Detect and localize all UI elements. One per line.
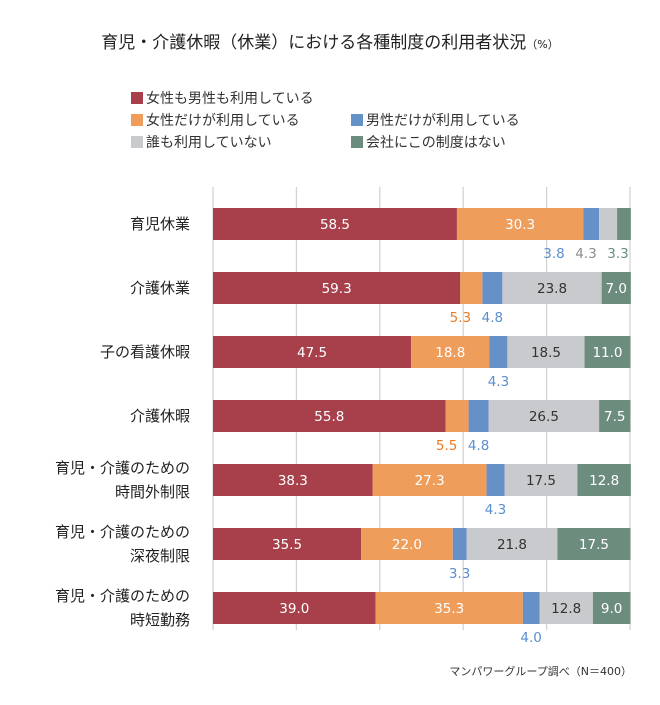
data-label: 7.5 bbox=[604, 409, 625, 425]
bar-segment bbox=[213, 528, 362, 560]
bar-segment bbox=[504, 464, 578, 496]
bar-segment bbox=[213, 208, 457, 240]
bar-segment bbox=[489, 336, 508, 368]
title-unit: （%） bbox=[526, 38, 559, 51]
bar-segment bbox=[213, 336, 412, 368]
data-label-outside: 3.8 bbox=[543, 246, 564, 262]
legend-swatch bbox=[351, 136, 363, 148]
bar-segment bbox=[577, 464, 631, 496]
legend-item: 会社にこの制度はない bbox=[351, 132, 506, 152]
data-label: 58.5 bbox=[320, 217, 350, 233]
data-label: 18.5 bbox=[531, 345, 561, 361]
category-label: 育児休業 bbox=[129, 215, 190, 233]
data-label-outside: 5.3 bbox=[450, 310, 471, 326]
data-label: 30.3 bbox=[505, 217, 535, 233]
legend-label: 男性だけが利用している bbox=[366, 113, 520, 129]
source-note: マンパワーグループ調べ（N＝400） bbox=[449, 665, 632, 678]
legend-label: 女性だけが利用している bbox=[146, 113, 300, 129]
data-label: 26.5 bbox=[529, 409, 559, 425]
bar-segment bbox=[482, 272, 503, 304]
legend-label: 誰も利用していない bbox=[146, 135, 272, 151]
data-label: 35.5 bbox=[272, 537, 302, 553]
legend-swatch bbox=[351, 114, 363, 126]
chart-title: 育児・介護休暇（休業）における各種制度の利用者状況（%） bbox=[0, 28, 660, 53]
bar-segment bbox=[361, 528, 453, 560]
legend-item: 女性も男性も利用している bbox=[131, 88, 314, 108]
bar-segment bbox=[488, 400, 600, 432]
data-label-outside: 3.3 bbox=[607, 246, 628, 262]
bar-segment bbox=[601, 272, 631, 304]
bar-segment bbox=[583, 208, 600, 240]
bar-segment bbox=[507, 336, 585, 368]
data-label: 17.5 bbox=[526, 473, 556, 489]
bar-segment bbox=[445, 400, 469, 432]
category-label: 育児・介護のための 時短勤務 bbox=[54, 587, 190, 629]
data-label: 17.5 bbox=[579, 537, 609, 553]
category-label: 介護休暇 bbox=[129, 407, 190, 425]
bar-segment bbox=[502, 272, 602, 304]
data-label: 55.8 bbox=[314, 409, 344, 425]
category-label: 育児・介護のための 深夜制限 bbox=[54, 523, 190, 565]
data-label-outside: 4.0 bbox=[520, 630, 541, 646]
legend-swatch bbox=[131, 114, 143, 126]
data-label: 47.5 bbox=[297, 345, 327, 361]
data-label: 11.0 bbox=[592, 345, 622, 361]
legend-swatch bbox=[131, 92, 143, 104]
bar-segment bbox=[599, 400, 631, 432]
bar-segment bbox=[539, 592, 593, 624]
bar-segment bbox=[617, 208, 631, 240]
bar-segment bbox=[466, 528, 558, 560]
bar-segment bbox=[372, 464, 487, 496]
data-label-outside: 4.8 bbox=[468, 438, 489, 454]
data-label-outside: 3.3 bbox=[449, 566, 470, 582]
data-label: 9.0 bbox=[601, 601, 622, 617]
legend-label: 女性も男性も利用している bbox=[146, 91, 314, 107]
data-label: 39.0 bbox=[279, 601, 309, 617]
data-label: 59.3 bbox=[322, 281, 352, 297]
data-label-outside: 4.3 bbox=[488, 374, 509, 390]
bar-segment bbox=[456, 208, 584, 240]
bar-segment bbox=[213, 272, 461, 304]
bar-segment bbox=[584, 336, 631, 368]
bar-segment bbox=[213, 464, 373, 496]
data-label: 35.3 bbox=[434, 601, 464, 617]
category-label: 介護休業 bbox=[129, 279, 190, 297]
data-label-outside: 4.3 bbox=[575, 246, 596, 262]
title-text: 育児・介護休暇（休業）における各種制度の利用者状況 bbox=[101, 33, 527, 53]
bar-segment bbox=[486, 464, 505, 496]
data-label: 38.3 bbox=[278, 473, 308, 489]
data-label-outside: 4.3 bbox=[485, 502, 506, 518]
data-label: 18.8 bbox=[435, 345, 465, 361]
legend-swatch bbox=[131, 136, 143, 148]
bar-segment bbox=[375, 592, 523, 624]
data-label: 21.8 bbox=[497, 537, 527, 553]
data-label: 23.8 bbox=[537, 281, 567, 297]
bar-segment bbox=[468, 400, 489, 432]
bar-segment bbox=[592, 592, 631, 624]
bar-segment bbox=[452, 528, 467, 560]
category-label: 子の看護休暇 bbox=[99, 343, 190, 361]
data-label: 27.3 bbox=[415, 473, 445, 489]
data-label: 12.8 bbox=[589, 473, 619, 489]
legend-item: 男性だけが利用している bbox=[351, 110, 520, 130]
data-label: 22.0 bbox=[392, 537, 422, 553]
legend-label: 会社にこの制度はない bbox=[366, 135, 506, 151]
data-label: 7.0 bbox=[605, 281, 626, 297]
legend-item: 女性だけが利用している bbox=[131, 110, 300, 130]
data-label-outside: 5.5 bbox=[436, 438, 457, 454]
bar-segment bbox=[460, 272, 483, 304]
bar-segment bbox=[213, 400, 446, 432]
data-label: 12.8 bbox=[551, 601, 581, 617]
bar-segment bbox=[522, 592, 540, 624]
data-label-outside: 4.8 bbox=[482, 310, 503, 326]
bar-segment bbox=[213, 592, 376, 624]
bar-segment bbox=[411, 336, 490, 368]
bar-segment bbox=[599, 208, 618, 240]
category-label: 育児・介護のための 時間外制限 bbox=[54, 459, 190, 501]
legend-item: 誰も利用していない bbox=[131, 132, 272, 152]
bar-segment bbox=[557, 528, 631, 560]
